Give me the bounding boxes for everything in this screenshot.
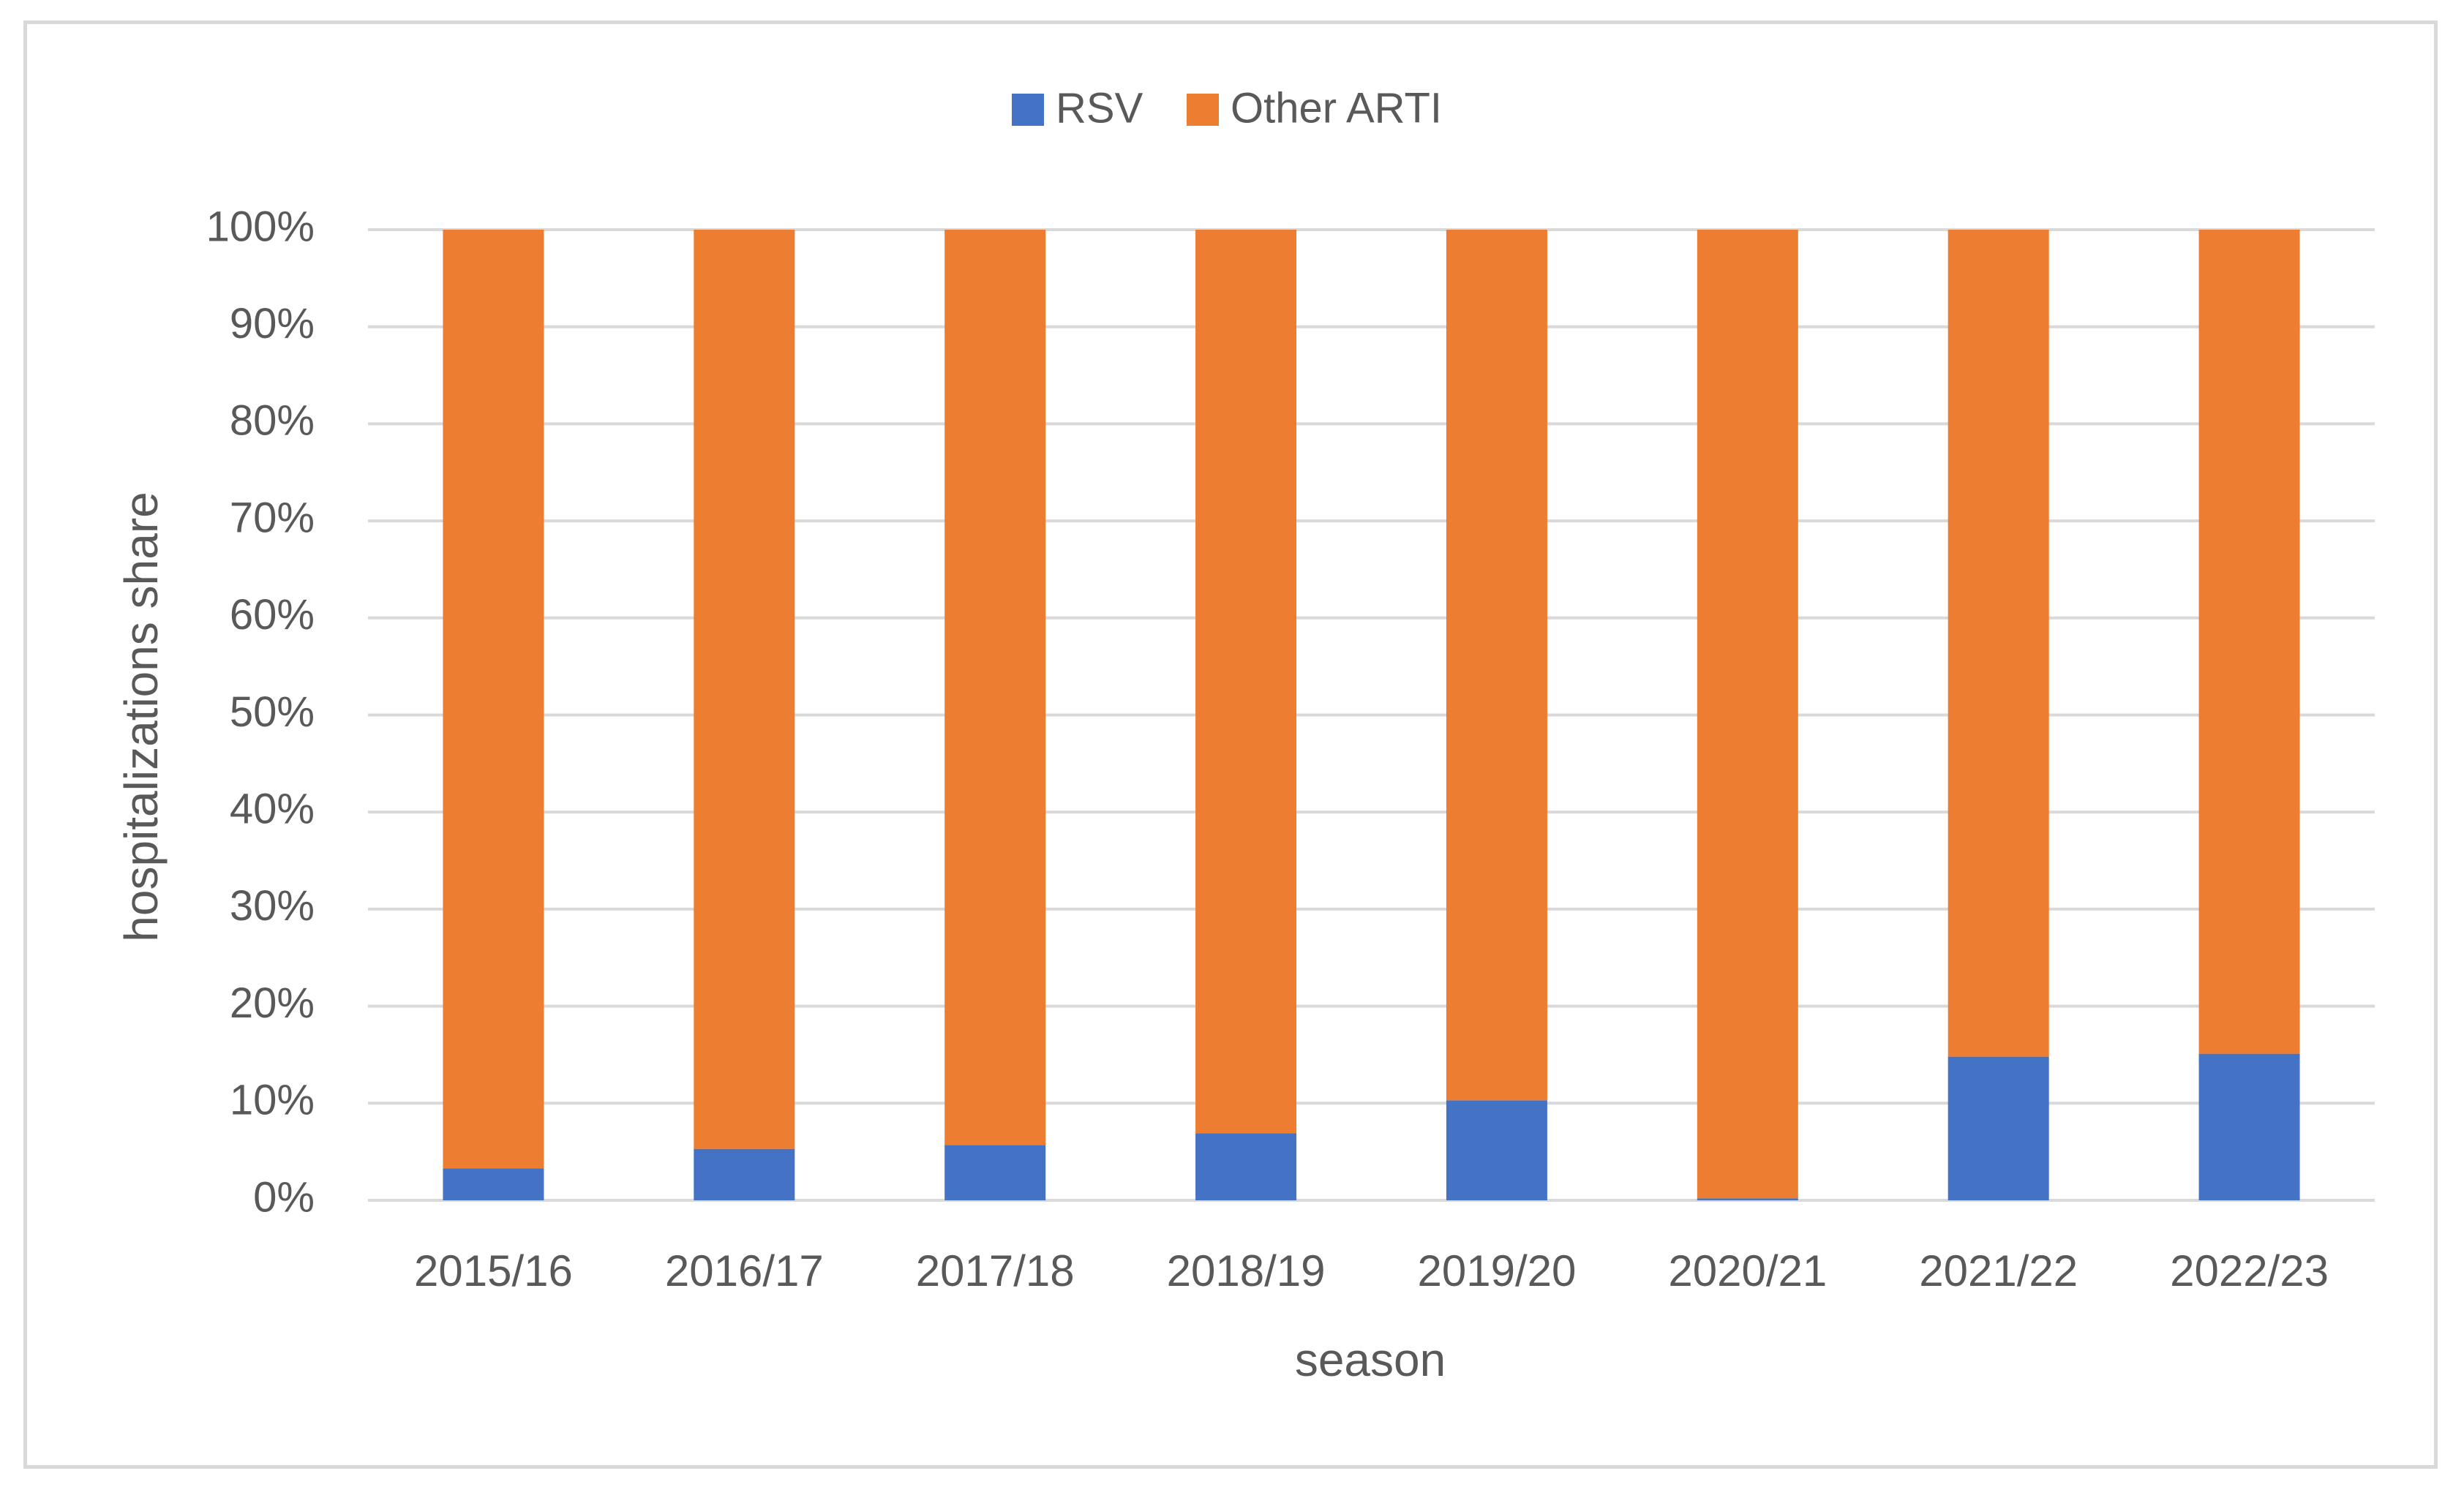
y-tick-label: 80%	[230, 397, 315, 445]
y-tick-label: 10%	[230, 1077, 315, 1124]
bar-other-arti-2018-19	[1195, 230, 1297, 1134]
bar-rsv-2018-19	[1195, 1133, 1297, 1200]
y-tick-label: 30%	[230, 882, 315, 930]
bar-other-arti-2021-22	[1947, 230, 2049, 1057]
x-tick-label: 2021/22	[1919, 1246, 2078, 1295]
bar-rsv-2020-21	[1697, 1198, 1798, 1200]
bar-rsv-2022-23	[2198, 1053, 2300, 1200]
legend-label-rsv: RSV	[1056, 84, 1143, 132]
legend-label-other-arti: Other ARTI	[1231, 84, 1442, 132]
bar-other-arti-2019-20	[1446, 230, 1547, 1101]
x-tick-label: 2015/16	[414, 1246, 573, 1295]
bar-rsv-2015-16	[443, 1168, 544, 1200]
bar-other-arti-2016-17	[694, 230, 795, 1149]
bar-rsv-2017-18	[944, 1145, 1046, 1200]
y-axis-tick-labels: 0% 10% 20% 30% 40% 50% 60% 70% 80% 90% 100%	[206, 203, 315, 1221]
bar-other-arti-2015-16	[443, 230, 544, 1169]
x-tick-label: 2017/18	[916, 1246, 1075, 1295]
y-tick-label: 60%	[230, 591, 315, 639]
y-tick-label: 90%	[230, 300, 315, 347]
x-axis-tick-labels: 2015/16 2016/17 2017/18 2018/19 2019/20 2020/…	[414, 1246, 2329, 1295]
x-axis-title: season	[1295, 1333, 1446, 1386]
x-tick-label: 2022/23	[2170, 1246, 2329, 1295]
bar-rsv-2021-22	[1947, 1056, 2049, 1200]
y-tick-label: 50%	[230, 688, 315, 736]
x-tick-label: 2018/19	[1167, 1246, 1326, 1295]
x-tick-label: 2016/17	[665, 1246, 824, 1295]
y-tick-label: 0%	[253, 1173, 315, 1221]
bars	[443, 230, 2300, 1200]
y-tick-label: 100%	[206, 203, 315, 250]
y-axis-title: hospitalizations share	[115, 492, 168, 941]
x-tick-label: 2019/20	[1417, 1246, 1576, 1295]
y-tick-label: 20%	[230, 979, 315, 1027]
legend: RSV Other ARTI	[1012, 84, 1442, 132]
bar-rsv-2019-20	[1446, 1100, 1547, 1200]
x-tick-label: 2020/21	[1668, 1246, 1827, 1295]
gridlines	[368, 228, 2375, 1202]
legend-swatch-rsv	[1012, 94, 1044, 126]
legend-swatch-other-arti	[1187, 94, 1219, 126]
bar-other-arti-2020-21	[1697, 230, 1798, 1199]
y-tick-label: 40%	[230, 786, 315, 833]
bar-other-arti-2017-18	[944, 230, 1046, 1145]
bar-rsv-2016-17	[694, 1148, 795, 1200]
y-tick-label: 70%	[230, 494, 315, 541]
bar-other-arti-2022-23	[2198, 230, 2300, 1054]
